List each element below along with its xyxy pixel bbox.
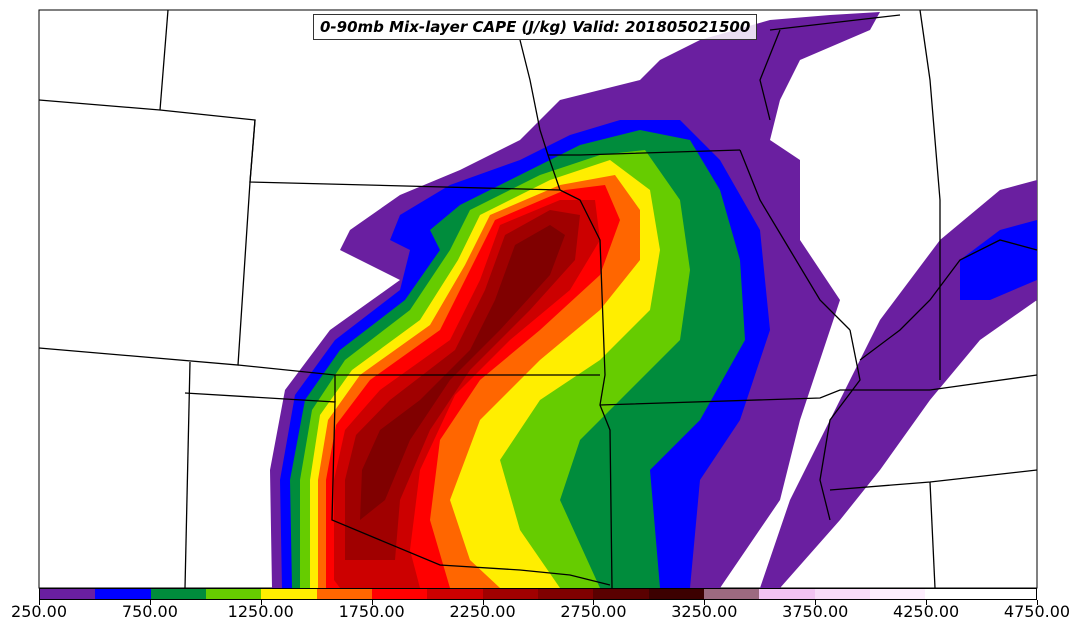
colorbar-tick-label: 2250.00 bbox=[449, 602, 516, 621]
colorbar-swatch bbox=[648, 589, 704, 599]
colorbar-swatch bbox=[316, 589, 372, 599]
colorbar-tick bbox=[371, 600, 373, 605]
colorbar-swatch bbox=[980, 589, 1036, 599]
colorbar-swatch bbox=[537, 589, 594, 599]
colorbar-tick bbox=[815, 600, 817, 605]
colorbar-tick-label: 1250.00 bbox=[227, 602, 294, 621]
colorbar-tick-label: 3250.00 bbox=[671, 602, 738, 621]
colorbar-tick-label: 3750.00 bbox=[782, 602, 849, 621]
colorbar-swatch bbox=[482, 589, 538, 599]
colorbar-tick-label: 1750.00 bbox=[338, 602, 405, 621]
cape-contours bbox=[270, 12, 1037, 588]
cape-region-750-east bbox=[960, 220, 1037, 300]
colorbar-tick bbox=[593, 600, 595, 605]
colorbar-swatch bbox=[205, 589, 262, 599]
colorbar-tick-label: 750.00 bbox=[121, 602, 178, 621]
cape-region-4750 bbox=[360, 225, 565, 520]
colorbar-tick bbox=[1037, 600, 1038, 605]
colorbar-swatch bbox=[593, 589, 649, 599]
colorbar-swatch bbox=[40, 589, 96, 599]
colorbar-swatch bbox=[869, 589, 926, 599]
colorbar-swatch bbox=[150, 589, 206, 599]
colorbar-swatch bbox=[759, 589, 815, 599]
colorbar-swatch bbox=[703, 589, 760, 599]
colorbar-tick-label: 4250.00 bbox=[893, 602, 960, 621]
state-boundaries bbox=[38, 9, 1038, 589]
colorbar-tick bbox=[149, 600, 151, 605]
colorbar-swatch bbox=[261, 589, 317, 599]
colorbar bbox=[39, 588, 1037, 600]
colorbar-tick-label: 4750.00 bbox=[1003, 602, 1071, 621]
colorbar-tick bbox=[260, 600, 262, 605]
colorbar-tick bbox=[926, 600, 928, 605]
colorbar-tick-label: 2750.00 bbox=[560, 602, 627, 621]
colorbar-swatch bbox=[925, 589, 981, 599]
colorbar-swatch bbox=[371, 589, 428, 599]
colorbar-swatch bbox=[95, 589, 151, 599]
colorbar-swatch bbox=[427, 589, 483, 599]
colorbar-tick bbox=[39, 600, 40, 605]
colorbar-tick-label: 250.00 bbox=[11, 602, 67, 621]
map-title: 0-90mb Mix-layer CAPE (J/kg) Valid: 2018… bbox=[313, 14, 758, 40]
colorbar-swatch bbox=[814, 589, 870, 599]
colorbar-tick bbox=[482, 600, 484, 605]
colorbar-tick bbox=[704, 600, 706, 605]
